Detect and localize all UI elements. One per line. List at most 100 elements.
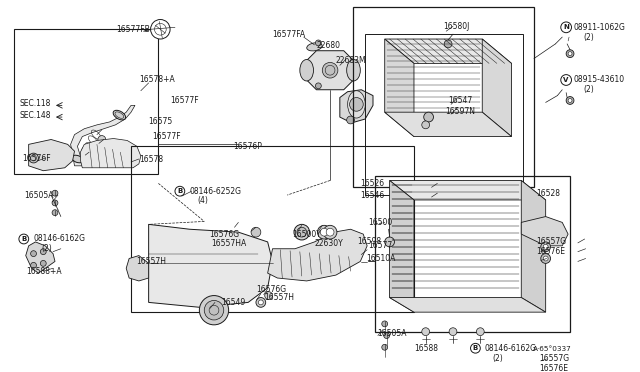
Text: 16510A: 16510A (366, 254, 396, 263)
Text: (2): (2) (42, 244, 52, 253)
Ellipse shape (300, 60, 314, 81)
Text: 16528: 16528 (536, 189, 560, 198)
Circle shape (541, 254, 550, 263)
Text: A·65°0337: A·65°0337 (533, 346, 572, 352)
Text: 16578: 16578 (139, 154, 163, 164)
Text: (2): (2) (584, 85, 595, 94)
Text: SEC.118: SEC.118 (20, 99, 51, 108)
Circle shape (422, 328, 429, 336)
Circle shape (382, 344, 388, 350)
Text: 16576E: 16576E (539, 364, 568, 372)
Circle shape (543, 244, 548, 249)
Bar (131, 146, 414, 312)
Circle shape (251, 227, 261, 237)
Circle shape (40, 249, 46, 254)
Circle shape (476, 328, 484, 336)
Text: 22680: 22680 (316, 41, 340, 50)
Bar (353, 7, 534, 187)
Text: B: B (177, 188, 182, 194)
Circle shape (323, 225, 337, 239)
Polygon shape (521, 217, 568, 246)
Circle shape (316, 83, 321, 89)
Polygon shape (268, 229, 367, 281)
Text: 08915-43610: 08915-43610 (574, 76, 625, 84)
Polygon shape (385, 39, 414, 137)
Circle shape (175, 186, 185, 196)
Circle shape (52, 210, 58, 216)
Text: SEC.148: SEC.148 (20, 110, 51, 120)
Text: 16598: 16598 (357, 237, 381, 246)
Text: 22683M: 22683M (336, 56, 367, 65)
Text: 16557G: 16557G (536, 237, 566, 246)
Circle shape (259, 300, 263, 305)
Circle shape (294, 224, 310, 240)
Bar (14, 29, 158, 174)
Text: B: B (473, 345, 478, 351)
Text: 16577: 16577 (368, 241, 392, 250)
Circle shape (265, 292, 273, 299)
Circle shape (566, 97, 574, 105)
Text: 16588+A: 16588+A (26, 267, 61, 276)
Circle shape (326, 228, 334, 236)
Circle shape (349, 97, 364, 111)
Text: 16577F: 16577F (170, 96, 199, 105)
Text: 16578+A: 16578+A (139, 76, 175, 84)
Text: 16575: 16575 (148, 118, 173, 126)
Polygon shape (390, 298, 546, 312)
Circle shape (424, 112, 433, 122)
Circle shape (384, 333, 390, 339)
Circle shape (316, 40, 321, 46)
Circle shape (444, 40, 452, 48)
Text: 16580J: 16580J (444, 22, 470, 31)
Text: 16576G: 16576G (209, 230, 239, 238)
Text: 16577FA: 16577FA (273, 30, 306, 39)
Text: 16500: 16500 (368, 218, 392, 227)
Text: 16500Y: 16500Y (292, 230, 321, 238)
Text: 16576F: 16576F (22, 154, 51, 163)
Circle shape (31, 251, 36, 257)
Circle shape (150, 19, 170, 39)
Text: 08146-6162G: 08146-6162G (33, 234, 86, 244)
Polygon shape (390, 180, 546, 200)
Text: 16577F: 16577F (152, 132, 181, 141)
Text: B: B (21, 236, 26, 242)
Polygon shape (340, 90, 373, 123)
Circle shape (568, 99, 572, 102)
Circle shape (449, 328, 457, 336)
Text: 16549: 16549 (221, 298, 245, 307)
Text: 16576G: 16576G (256, 285, 286, 294)
Text: 16557G: 16557G (539, 355, 569, 363)
Circle shape (323, 62, 338, 78)
Polygon shape (521, 180, 546, 312)
Text: 16505A: 16505A (24, 190, 53, 200)
Ellipse shape (307, 43, 322, 51)
Text: (2): (2) (584, 33, 595, 42)
Circle shape (347, 116, 355, 124)
Text: 16557H: 16557H (264, 293, 294, 302)
Circle shape (568, 52, 572, 55)
Bar (375, 176, 570, 332)
Circle shape (52, 200, 58, 206)
Text: 16505A: 16505A (377, 329, 406, 338)
Circle shape (382, 321, 388, 327)
Polygon shape (385, 39, 511, 63)
Circle shape (321, 228, 328, 236)
Text: 22630Y: 22630Y (314, 239, 343, 248)
Circle shape (422, 121, 429, 129)
Circle shape (561, 22, 572, 33)
Polygon shape (307, 51, 353, 90)
Polygon shape (390, 180, 414, 312)
Circle shape (204, 301, 224, 320)
Text: (4): (4) (197, 196, 208, 205)
Polygon shape (26, 242, 55, 273)
Polygon shape (70, 105, 135, 166)
Polygon shape (483, 39, 511, 137)
Text: 08146-6162G: 08146-6162G (484, 344, 536, 353)
Text: 16597N: 16597N (445, 107, 475, 116)
Polygon shape (148, 224, 273, 307)
Text: 16576P: 16576P (234, 142, 262, 151)
Circle shape (541, 242, 550, 252)
Circle shape (52, 190, 58, 196)
Circle shape (19, 234, 29, 244)
Bar (365, 34, 524, 195)
